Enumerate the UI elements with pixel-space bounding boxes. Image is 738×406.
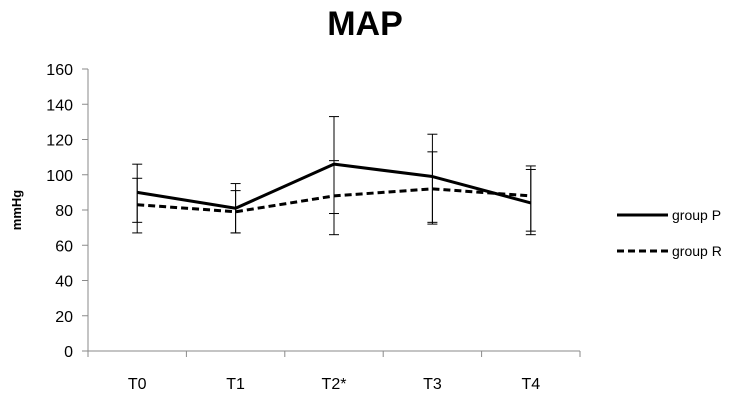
y-tick-label: 100 <box>46 168 73 185</box>
x-tick-label: T0 <box>128 376 147 393</box>
x-axis-ticks: T0 T1 T2* T3 T4 <box>87 351 581 393</box>
legend-label: group R <box>672 243 722 259</box>
x-tick-label: T3 <box>423 376 442 393</box>
y-tick-label: 60 <box>55 238 73 255</box>
x-tick-label: T1 <box>226 376 245 393</box>
legend-label: group P <box>672 207 721 223</box>
legend: group P group R <box>617 207 722 259</box>
series-line-group-r <box>137 187 531 214</box>
y-axis-label: mmHg <box>9 190 24 231</box>
y-tick-label: 120 <box>46 133 73 150</box>
chart-title: MAP <box>327 5 403 43</box>
series-lines <box>136 162 532 214</box>
y-axis-ticks: 0 20 40 60 80 100 120 140 160 <box>46 62 88 361</box>
y-tick-label: 80 <box>55 203 73 220</box>
y-tick-label: 140 <box>46 97 73 114</box>
x-tick-label: T2* <box>322 376 347 393</box>
error-bars <box>132 116 536 236</box>
y-tick-label: 160 <box>46 62 73 79</box>
y-tick-label: 40 <box>55 274 73 291</box>
series-line-group-p <box>136 162 532 210</box>
x-tick-label: T4 <box>521 376 540 393</box>
y-tick-label: 20 <box>55 309 73 326</box>
y-tick-label: 0 <box>64 344 73 361</box>
